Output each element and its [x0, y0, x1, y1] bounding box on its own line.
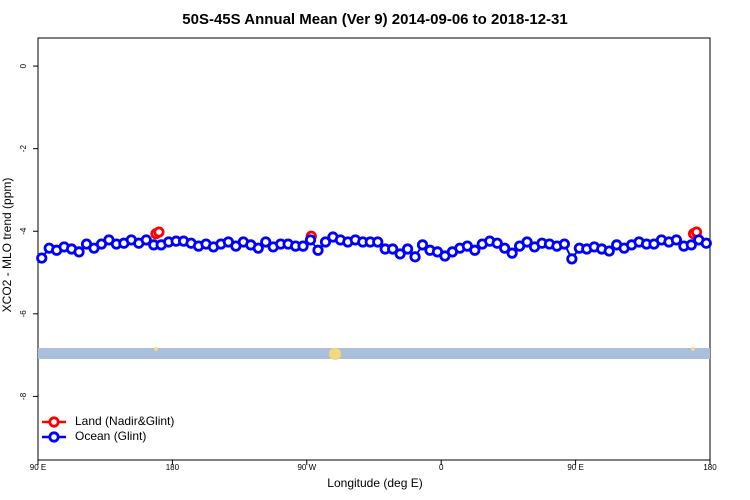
band-spot [154, 347, 158, 351]
y-tick-label: 0 [19, 63, 28, 68]
y-axis-label: XCO2 - MLO trend (ppm) [0, 178, 14, 313]
data-point [140, 234, 152, 246]
data-point [603, 245, 615, 257]
data-point [685, 239, 697, 251]
y-tick-label: -6 [19, 310, 28, 318]
data-point [387, 243, 399, 255]
legend-marker [48, 416, 60, 428]
data-point [260, 236, 272, 248]
legend-marker [48, 431, 60, 443]
data-point [700, 237, 712, 249]
data-point [36, 252, 48, 264]
data-point [304, 234, 317, 246]
data-point [73, 246, 85, 258]
data-point [312, 244, 324, 256]
data-point [566, 253, 578, 265]
data-point [506, 247, 518, 259]
data-point [401, 243, 414, 255]
x-tick-label: 0 [439, 463, 444, 472]
data-point [521, 236, 533, 248]
data-point [319, 236, 332, 248]
data-point [670, 234, 683, 246]
band-spot [691, 347, 695, 351]
data-point [469, 244, 481, 256]
data-point [491, 237, 503, 249]
chart-title: 50S-45S Annual Mean (Ver 9) 2014-09-06 t… [182, 11, 567, 28]
data-point [372, 236, 384, 248]
data-point [153, 226, 165, 238]
band-spot [329, 348, 341, 360]
legend-label: Ocean (Glint) [75, 429, 146, 443]
legend-label: Land (Nadir&Glint) [75, 414, 174, 428]
data-point [558, 238, 571, 250]
x-tick-label: 90 W [297, 463, 316, 472]
x-tick-label: 180 [166, 463, 180, 472]
y-tick-label: -8 [19, 392, 28, 400]
surface-band [38, 348, 710, 359]
data-point [394, 248, 406, 260]
data-point [416, 239, 429, 251]
x-tick-label: 90 E [567, 463, 583, 472]
data-point [252, 242, 264, 254]
x-tick-label: 180 [703, 463, 717, 472]
y-tick-label: -2 [19, 145, 28, 153]
x-axis-label: Longitude (deg E) [327, 476, 422, 490]
x-tick-label: 90 E [30, 463, 46, 472]
plot-frame [37, 37, 711, 461]
y-tick-label: -4 [19, 227, 28, 235]
data-point [409, 251, 421, 263]
data-point [499, 242, 511, 254]
data-point [297, 240, 309, 252]
